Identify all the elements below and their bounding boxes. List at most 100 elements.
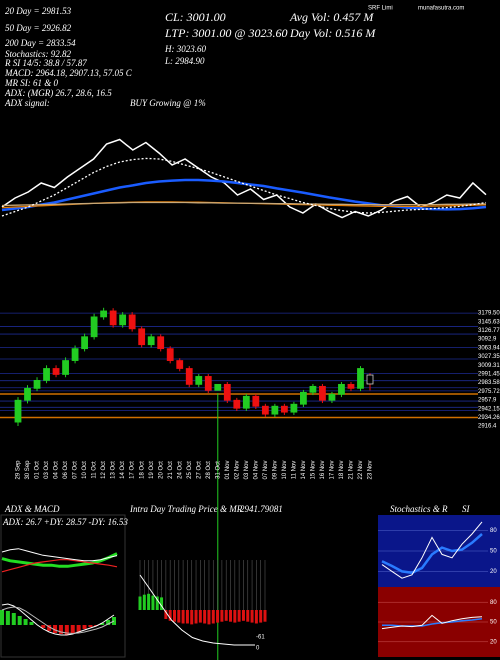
date-label: 10 Oct bbox=[82, 461, 88, 479]
candle-body bbox=[233, 399, 241, 409]
date-label: 13 Oct bbox=[111, 461, 117, 479]
candle-body bbox=[214, 383, 222, 391]
candle-body bbox=[366, 374, 374, 385]
macd-bar bbox=[100, 623, 105, 625]
ma-line bbox=[1, 138, 487, 219]
mr-bar bbox=[207, 610, 211, 625]
candle-body bbox=[147, 336, 155, 346]
mr-bar bbox=[138, 596, 142, 610]
date-label: 04 Oct bbox=[54, 461, 60, 479]
date-label: 03 Nov bbox=[244, 460, 250, 479]
candle-body bbox=[90, 316, 98, 338]
candle-body bbox=[138, 328, 146, 346]
candle-body bbox=[43, 368, 50, 381]
macd-bar bbox=[64, 625, 69, 635]
intraday-label: -61 bbox=[256, 635, 265, 641]
macd-bar bbox=[76, 625, 81, 632]
intraday-label: 0 bbox=[256, 646, 260, 652]
signal: BUY Growing @ 1% bbox=[130, 98, 206, 108]
mr-bar bbox=[142, 594, 146, 610]
candle-body bbox=[300, 391, 307, 405]
macd-bar bbox=[5, 611, 10, 625]
date-label: 28 Oct bbox=[206, 461, 212, 479]
macd-bar bbox=[70, 625, 75, 634]
header-left: MR SI: 61 & 0 bbox=[4, 78, 58, 88]
mr-bar bbox=[250, 610, 254, 623]
y-tick-label: 20 bbox=[490, 569, 497, 575]
date-label: 18 Nov bbox=[339, 460, 345, 479]
level-label: 2916.4 bbox=[478, 424, 497, 430]
header-left: ADX: (MGR) 26.7, 28.6, 16.5 bbox=[4, 88, 112, 98]
plus-di bbox=[1, 552, 118, 568]
rsi-avg bbox=[382, 617, 483, 627]
level-label: 2983.58 bbox=[478, 380, 500, 386]
candle-body bbox=[328, 393, 336, 401]
candle-body bbox=[71, 348, 79, 361]
stoch-title2: SI bbox=[462, 504, 471, 514]
y-tick-label: 80 bbox=[490, 528, 497, 534]
macd-bar bbox=[53, 625, 58, 633]
macd-bar bbox=[29, 622, 34, 625]
candle-body bbox=[62, 360, 69, 375]
mr-bar bbox=[233, 610, 237, 623]
signal-line bbox=[1, 606, 115, 635]
candle-body bbox=[319, 385, 326, 401]
intraday-title: Intra Day Trading Price & MR bbox=[129, 504, 243, 514]
mr-bar bbox=[198, 610, 202, 623]
stoch bbox=[381, 521, 483, 579]
mr-bar bbox=[216, 610, 220, 623]
candle-body bbox=[100, 310, 108, 318]
candle-body bbox=[185, 368, 193, 385]
date-label: 11 Oct bbox=[92, 461, 98, 479]
candle-body bbox=[33, 380, 41, 389]
candle-body bbox=[176, 360, 184, 369]
level-label: 2942.15 bbox=[478, 406, 500, 412]
level-label: 2957.9 bbox=[478, 398, 497, 404]
macd-bar bbox=[41, 625, 46, 628]
date-label: 24 Oct bbox=[177, 461, 183, 479]
level-label: 3027.35 bbox=[478, 354, 500, 360]
date-label: 06 Oct bbox=[63, 461, 69, 479]
mr-bar bbox=[224, 610, 228, 621]
mr-bar bbox=[164, 610, 168, 619]
mr-bar bbox=[203, 610, 207, 624]
header-left: R SI 14/5: 38.8 / 57.87 bbox=[4, 58, 87, 68]
header-right: Day Vol: 0.516 M bbox=[289, 26, 376, 40]
date-label: 11 Nov bbox=[291, 461, 297, 480]
date-label: 02 Nov bbox=[234, 460, 240, 479]
date-label: 15 Nov bbox=[310, 460, 316, 479]
mr-bar bbox=[194, 610, 198, 624]
header-center: LTP: 3001.00 @ 3023.60 bbox=[164, 26, 287, 40]
header-center: CL: 3001.00 bbox=[165, 10, 226, 24]
header-left: ADX signal: bbox=[4, 98, 50, 108]
macd-bar bbox=[11, 613, 16, 625]
mr-bar bbox=[155, 596, 159, 610]
y-tick-label: 50 bbox=[490, 549, 497, 555]
mr-bar bbox=[190, 610, 194, 625]
y-tick-label: 50 bbox=[490, 620, 497, 626]
date-label: 03 Oct bbox=[44, 461, 50, 479]
y-tick-label: 80 bbox=[490, 600, 497, 606]
date-label: 25 Oct bbox=[187, 461, 193, 479]
date-label: 30 Sep bbox=[25, 460, 31, 480]
macd-bar bbox=[106, 620, 111, 625]
mr-bar bbox=[172, 610, 176, 622]
candle-body bbox=[204, 376, 212, 391]
ma-line bbox=[1, 201, 486, 207]
candle-body bbox=[338, 383, 345, 395]
candle-body bbox=[119, 314, 127, 326]
header-left: 20 Day = 2981.53 bbox=[5, 6, 72, 16]
level-label: 2975.72 bbox=[478, 389, 500, 395]
candle-body bbox=[14, 399, 22, 423]
adx bbox=[1, 548, 118, 562]
level-label: 3145.63 bbox=[478, 319, 500, 325]
header-center: L: 2984.90 bbox=[164, 56, 205, 66]
level-label: 2934.26 bbox=[478, 415, 500, 421]
candle-body bbox=[52, 368, 60, 375]
candle-body bbox=[252, 395, 260, 407]
date-label: 10 Nov bbox=[282, 460, 288, 479]
candle-body bbox=[166, 348, 174, 361]
header-left: 200 Day = 2833.54 bbox=[5, 38, 76, 48]
date-label: 17 Nov bbox=[330, 460, 336, 479]
